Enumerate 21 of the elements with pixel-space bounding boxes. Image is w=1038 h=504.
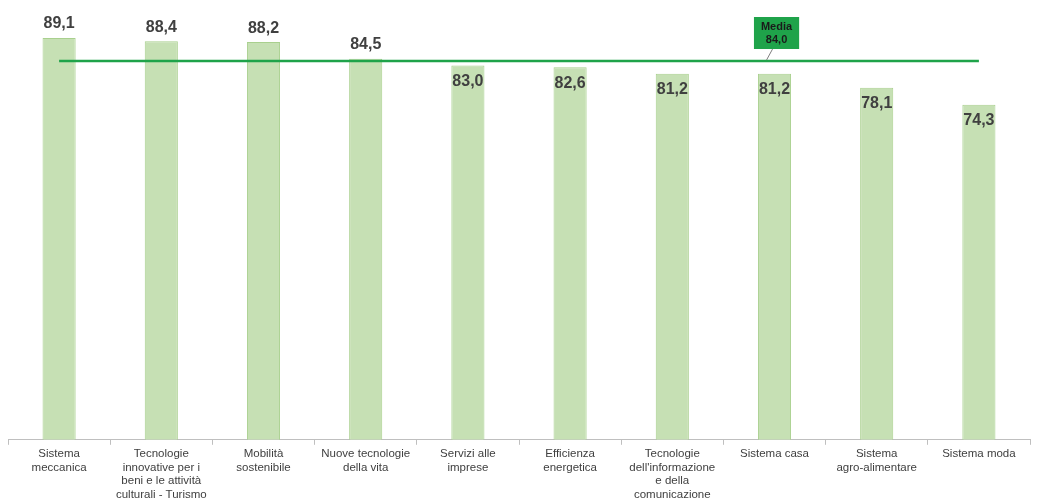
data-label: 82,6 — [554, 73, 586, 91]
data-label: 74,3 — [963, 111, 995, 129]
x-tick-label: Tecnologie dell'informazione e della comunicazione — [629, 446, 716, 501]
x-tick-label: Sistema moda — [942, 446, 1017, 459]
x-tick-label: Sistema casa — [739, 446, 810, 459]
data-label: 83,0 — [452, 71, 484, 89]
data-label: 84,5 — [350, 35, 382, 53]
x-tick-label: Sistema meccanica — [31, 446, 88, 473]
data-label: 89,1 — [43, 14, 75, 32]
data-label: 88,2 — [247, 18, 280, 36]
x-tick-label: Mobilità sostenibile — [236, 446, 291, 473]
ref-line-label: Media 84,0 — [760, 19, 794, 45]
data-label: 78,1 — [861, 94, 893, 112]
data-label: 88,4 — [145, 17, 177, 35]
data-label: 81,2 — [758, 80, 791, 98]
x-tick-label: Nuove tecnologie della vita — [321, 446, 411, 473]
x-tick-label: Sistema agro-alimentare — [836, 446, 917, 473]
data-label: 81,2 — [656, 80, 688, 98]
x-tick-label: Servizi alle imprese — [440, 446, 496, 473]
x-tick-label: Efficienza energetica — [543, 446, 598, 473]
x-tick-label: Tecnologie innovative per i beni e le attività culturali - Turismo — [115, 446, 207, 501]
